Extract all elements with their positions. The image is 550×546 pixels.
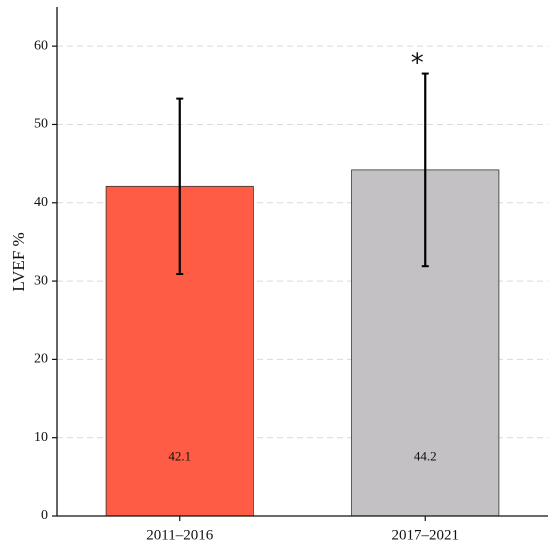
y-axis-label: LVEF % xyxy=(9,232,28,291)
y-tick-label: 30 xyxy=(34,273,48,288)
y-tick-label: 20 xyxy=(34,352,48,367)
x-tick-label: 2011–2016 xyxy=(146,527,213,543)
bars: 42.1 44.2 xyxy=(105,169,500,517)
value-label-1: 42.1 xyxy=(168,448,191,463)
x-tick-label: 2017–2021 xyxy=(392,527,460,543)
significance-marker: * xyxy=(411,49,424,79)
y-tick-label: 60 xyxy=(34,38,48,53)
y-tick-label: 50 xyxy=(34,117,48,132)
y-tick-label: 10 xyxy=(34,430,48,445)
value-label-2: 44.2 xyxy=(414,448,437,463)
y-tick-label: 0 xyxy=(41,508,48,523)
y-tick-label: 40 xyxy=(34,195,48,210)
error-bars: * xyxy=(176,49,429,276)
axes: 0 10 20 30 40 50 60 2011–2016 2017–2021 xyxy=(34,7,548,543)
